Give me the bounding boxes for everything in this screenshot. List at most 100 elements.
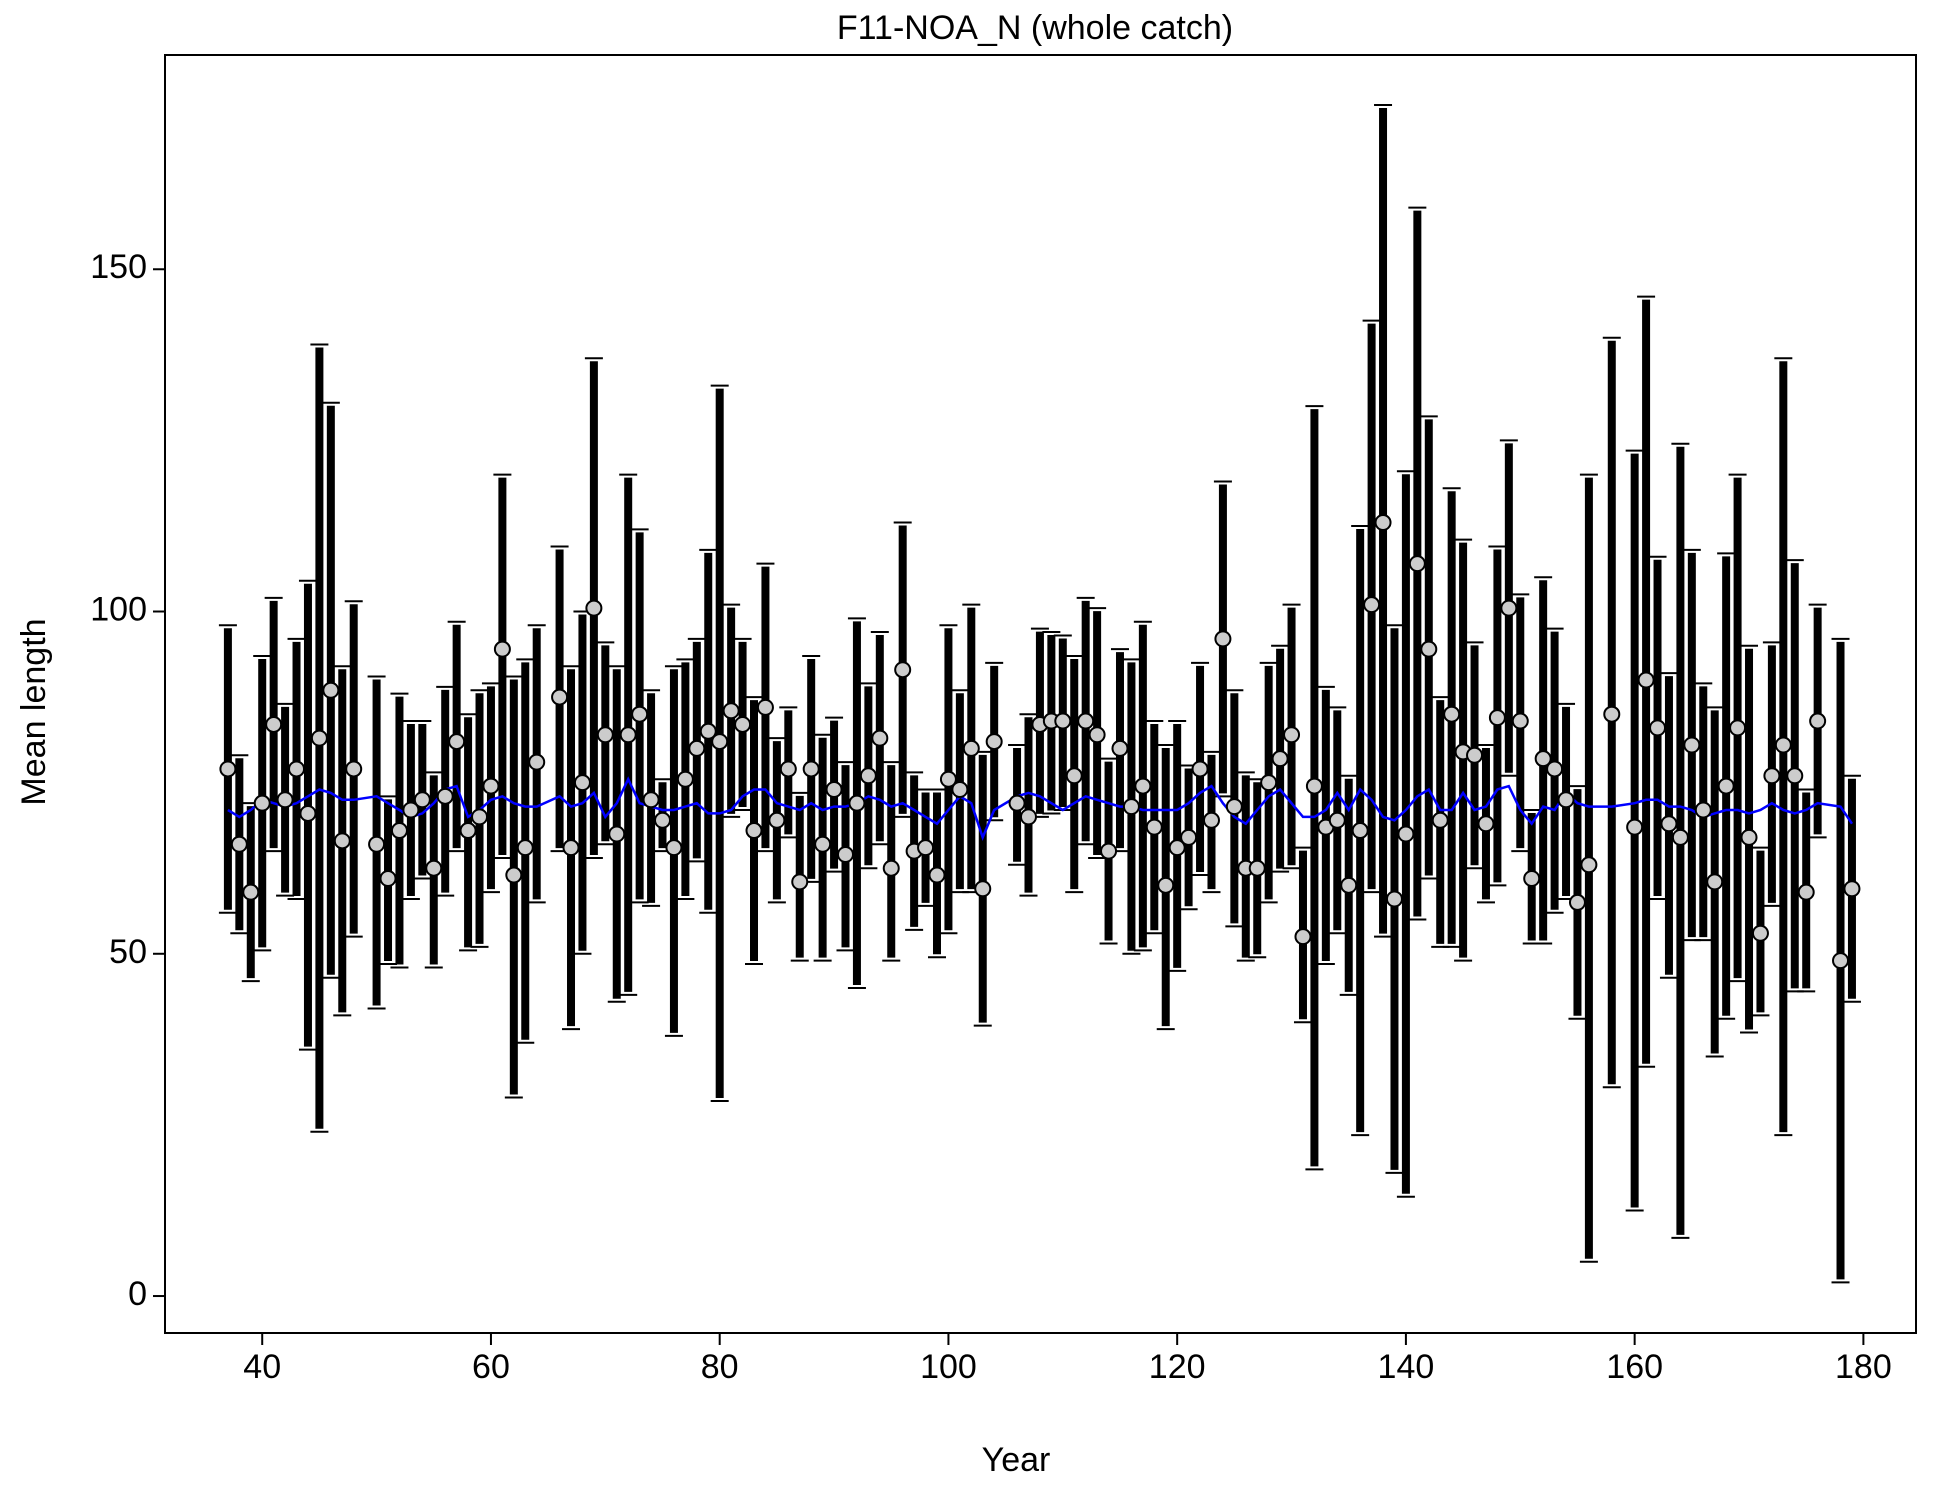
point xyxy=(459,822,477,840)
point xyxy=(1111,739,1129,757)
point xyxy=(1374,514,1392,532)
point xyxy=(1717,777,1735,795)
point xyxy=(1649,719,1667,737)
point xyxy=(917,839,935,857)
point xyxy=(642,791,660,809)
point xyxy=(1751,924,1769,942)
point xyxy=(1271,750,1289,768)
point xyxy=(1500,599,1518,617)
point xyxy=(974,880,992,898)
point xyxy=(1637,671,1655,689)
point xyxy=(1557,791,1575,809)
point xyxy=(676,770,694,788)
point xyxy=(1363,596,1381,614)
point xyxy=(711,733,729,751)
point xyxy=(379,869,397,887)
point xyxy=(825,780,843,798)
point xyxy=(310,729,328,747)
chart-title: F11-NOA_N (whole catch) xyxy=(837,9,1233,47)
point xyxy=(448,733,466,751)
point xyxy=(402,801,420,819)
point xyxy=(1511,712,1529,730)
point xyxy=(1065,767,1083,785)
y-tick-label: 0 xyxy=(128,1275,147,1313)
point xyxy=(1763,767,1781,785)
point xyxy=(1534,750,1552,768)
point xyxy=(756,698,774,716)
point xyxy=(1145,818,1163,836)
point xyxy=(1580,856,1598,874)
point xyxy=(962,739,980,757)
point xyxy=(745,822,763,840)
point xyxy=(219,760,237,778)
point xyxy=(1397,825,1415,843)
point xyxy=(368,835,386,853)
point xyxy=(1706,873,1724,891)
point xyxy=(871,729,889,747)
point xyxy=(288,760,306,778)
point xyxy=(951,780,969,798)
point xyxy=(1546,760,1564,778)
point xyxy=(1134,777,1152,795)
point xyxy=(688,739,706,757)
point xyxy=(836,846,854,864)
point xyxy=(1202,811,1220,829)
point xyxy=(882,859,900,877)
point xyxy=(516,839,534,857)
point xyxy=(1797,883,1815,901)
point xyxy=(654,811,672,829)
point xyxy=(345,760,363,778)
point xyxy=(1431,811,1449,829)
point xyxy=(1568,893,1586,911)
x-axis-label: Year xyxy=(982,1441,1051,1479)
point xyxy=(1420,640,1438,658)
point xyxy=(1626,818,1644,836)
point xyxy=(894,661,912,679)
point xyxy=(1683,736,1701,754)
point xyxy=(1488,709,1506,727)
point xyxy=(1408,555,1426,573)
point xyxy=(390,822,408,840)
point xyxy=(939,770,957,788)
point xyxy=(1832,952,1850,970)
point xyxy=(505,866,523,884)
point xyxy=(722,702,740,720)
x-tick-label: 120 xyxy=(1149,1348,1206,1386)
point xyxy=(802,760,820,778)
point xyxy=(230,835,248,853)
y-tick-label: 150 xyxy=(90,248,147,286)
point xyxy=(1671,828,1689,846)
point xyxy=(779,760,797,778)
x-tick-label: 40 xyxy=(243,1348,281,1386)
expected-line xyxy=(227,776,1854,841)
x-tick-label: 140 xyxy=(1378,1348,1435,1386)
point xyxy=(425,859,443,877)
point xyxy=(1088,726,1106,744)
point xyxy=(1225,798,1243,816)
y-tick-label: 50 xyxy=(109,933,147,971)
point xyxy=(734,715,752,733)
point xyxy=(1260,774,1278,792)
point xyxy=(1523,869,1541,887)
x-tick-label: 60 xyxy=(472,1348,510,1386)
point xyxy=(1786,767,1804,785)
point xyxy=(482,777,500,795)
point xyxy=(1294,928,1312,946)
point xyxy=(1443,705,1461,723)
point xyxy=(608,825,626,843)
point xyxy=(322,681,340,699)
point xyxy=(1214,630,1232,648)
point xyxy=(1305,777,1323,795)
point xyxy=(1774,736,1792,754)
y-tick-label: 100 xyxy=(90,590,147,628)
point xyxy=(276,791,294,809)
point xyxy=(699,722,717,740)
point xyxy=(573,774,591,792)
point xyxy=(1019,808,1037,826)
x-tick-label: 80 xyxy=(701,1348,739,1386)
point xyxy=(814,835,832,853)
y-axis-label: Mean length xyxy=(15,618,53,805)
point xyxy=(1385,890,1403,908)
point xyxy=(1328,811,1346,829)
